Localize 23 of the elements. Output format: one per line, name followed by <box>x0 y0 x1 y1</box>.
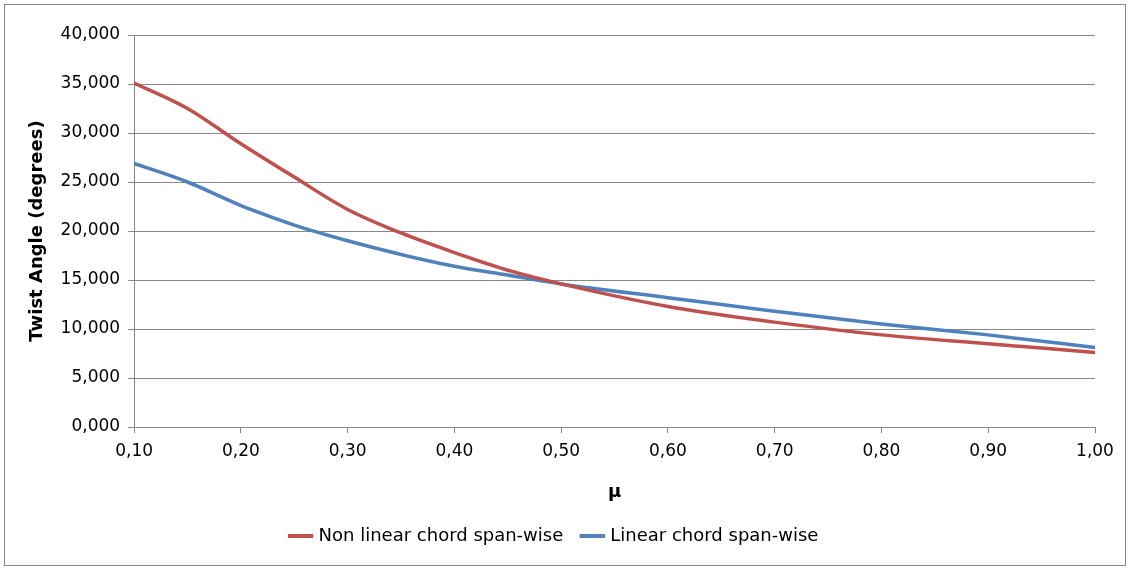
y-tick-label: 40,000 <box>60 23 121 44</box>
y-tick-label: 5,000 <box>71 366 121 387</box>
legend-label: Non linear chord span-wise <box>318 523 564 545</box>
x-tick-label: 0,20 <box>221 439 260 460</box>
y-tick-label: 0,000 <box>71 415 121 436</box>
y-tick-label: 30,000 <box>60 121 121 142</box>
x-tick-label: 0,70 <box>755 439 794 460</box>
x-tick-label: 0,50 <box>542 439 581 460</box>
x-axis-title: μ <box>607 479 622 501</box>
y-tick-label: 10,000 <box>60 317 121 338</box>
y-axis-title: Twist Angle (degrees) <box>25 120 47 342</box>
x-tick-label: 0,60 <box>649 439 687 460</box>
x-tick-label: 0,80 <box>862 439 901 460</box>
y-tick-label: 35,000 <box>60 72 121 93</box>
legend-label: Linear chord span-wise <box>610 523 819 545</box>
x-tick-label: 0,30 <box>328 439 367 460</box>
x-tick-label: 0,90 <box>969 439 1008 460</box>
x-tick-label: 1,00 <box>1076 439 1114 460</box>
x-tick-label: 0,40 <box>435 439 474 460</box>
x-tick-label: 0,10 <box>115 439 154 460</box>
y-tick-label: 25,000 <box>60 170 121 191</box>
y-tick-label: 20,000 <box>60 219 121 240</box>
y-tick-label: 15,000 <box>60 268 121 289</box>
